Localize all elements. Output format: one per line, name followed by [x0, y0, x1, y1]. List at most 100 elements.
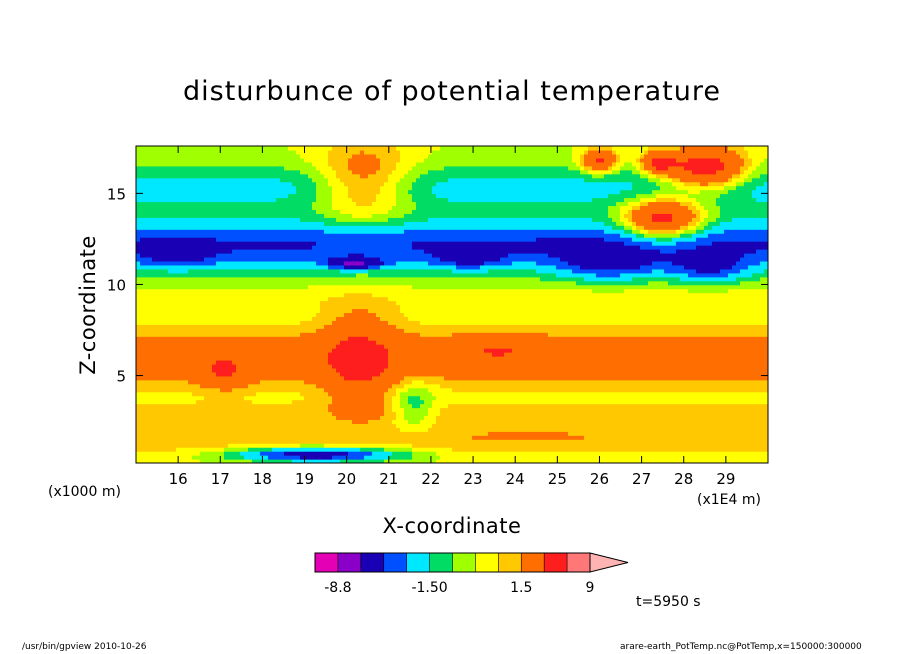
heatmap-cell [220, 332, 225, 337]
heatmap-cell [308, 296, 313, 302]
heatmap-cell [236, 411, 241, 417]
heatmap-cell [244, 312, 249, 317]
heatmap-cell [332, 363, 337, 369]
heatmap-cell [212, 371, 217, 377]
heatmap-cell [288, 363, 293, 369]
heatmap-cell [276, 379, 281, 385]
heatmap-cell [372, 249, 377, 254]
heatmap-cell [220, 431, 225, 436]
heatmap-cell [212, 379, 217, 385]
heatmap-cell [160, 415, 165, 421]
heatmap-cell [332, 379, 337, 385]
heatmap-cell [264, 165, 269, 171]
heatmap-cell [288, 387, 293, 393]
heatmap-cell [332, 185, 337, 191]
heatmap-cell [184, 447, 189, 452]
heatmap-cell [140, 391, 145, 397]
heatmap-cell [336, 300, 341, 306]
heatmap-cell [256, 209, 261, 214]
heatmap-cell [368, 407, 373, 413]
heatmap-cell [272, 161, 277, 167]
heatmap-cell [272, 328, 277, 333]
heatmap-cell [240, 363, 245, 369]
heatmap-cell [364, 213, 369, 218]
heatmap-cell [244, 181, 249, 187]
heatmap-cell [176, 197, 181, 203]
heatmap-cell [220, 423, 225, 428]
heatmap-cell [360, 296, 365, 302]
heatmap-cell [232, 344, 237, 349]
heatmap-cell [172, 189, 177, 195]
heatmap-cell [300, 316, 305, 321]
heatmap-cell [288, 213, 293, 218]
heatmap-cell [224, 411, 229, 417]
heatmap-cell [264, 320, 269, 325]
heatmap-cell [328, 395, 333, 401]
heatmap-cell [264, 213, 269, 218]
heatmap-cell [240, 205, 245, 210]
heatmap-cell [332, 280, 337, 286]
heatmap-cell [260, 312, 265, 317]
heatmap-cell [268, 308, 273, 314]
heatmap-cell [208, 284, 213, 290]
heatmap-cell [376, 379, 381, 385]
heatmap-cell [268, 213, 273, 218]
heatmap-cell [260, 296, 265, 302]
heatmap-cell [220, 213, 225, 218]
heatmap-cell [152, 367, 157, 373]
heatmap-cell [252, 383, 257, 389]
heatmap-cell [152, 352, 157, 357]
heatmap-cell [284, 153, 289, 159]
heatmap-cell [344, 367, 349, 373]
heatmap-cell [200, 356, 205, 361]
heatmap-cell [212, 264, 217, 270]
heatmap-cell [188, 173, 193, 179]
heatmap-cell [244, 391, 249, 397]
heatmap-cell [368, 161, 373, 167]
heatmap-cell [236, 146, 241, 151]
heatmap-cell [356, 149, 361, 155]
heatmap-cell [164, 308, 169, 314]
heatmap-cell [152, 340, 157, 345]
heatmap-cell [332, 233, 337, 238]
heatmap-cell [332, 169, 337, 175]
heatmap-cell [208, 415, 213, 421]
heatmap-cell [260, 272, 265, 278]
heatmap-cell [200, 439, 205, 444]
heatmap-cell [328, 201, 333, 207]
heatmap-cell [180, 391, 185, 397]
heatmap-cell [208, 153, 213, 159]
heatmap-cell [288, 415, 293, 421]
heatmap-cell [340, 264, 345, 270]
heatmap-cell [176, 256, 181, 262]
heatmap-cell [376, 272, 381, 278]
heatmap-cell [324, 379, 329, 385]
heatmap-cell [192, 146, 197, 151]
heatmap-cell [380, 217, 385, 222]
heatmap-cell [212, 237, 217, 242]
heatmap-cell [204, 241, 209, 246]
heatmap-cell [288, 359, 293, 365]
heatmap-cell [156, 411, 161, 417]
heatmap-cell [172, 161, 177, 167]
heatmap-cell [248, 447, 253, 452]
heatmap-cell [168, 395, 173, 401]
heatmap-cell [192, 352, 197, 357]
heatmap-cell [332, 399, 337, 405]
heatmap-cell [312, 185, 317, 191]
heatmap-cell [320, 371, 325, 377]
heatmap-cell [208, 264, 213, 270]
heatmap-cell [144, 443, 149, 448]
heatmap-cell [164, 435, 169, 440]
heatmap-cell [316, 284, 321, 290]
heatmap-cell [332, 320, 337, 325]
heatmap-cell [232, 359, 237, 365]
heatmap-cell [272, 181, 277, 187]
heatmap-cell [280, 451, 285, 456]
heatmap-cell [300, 276, 305, 282]
heatmap-cell [256, 205, 261, 210]
heatmap-cell [344, 383, 349, 389]
heatmap-cell [232, 264, 237, 270]
heatmap-cell [232, 352, 237, 357]
heatmap-cell [320, 316, 325, 321]
